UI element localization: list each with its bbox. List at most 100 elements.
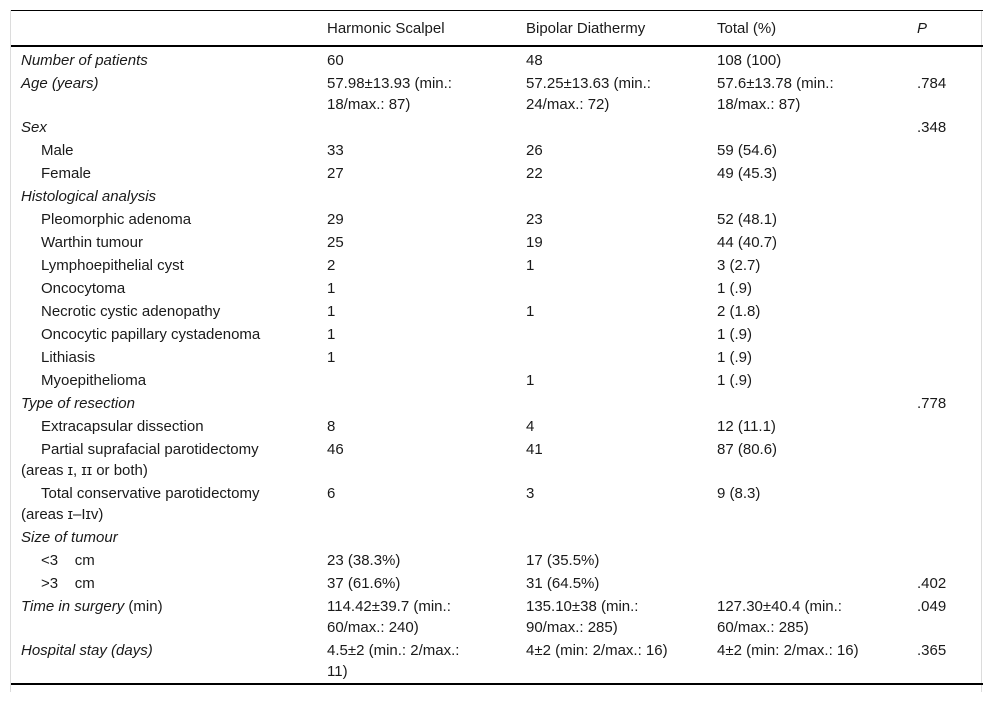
row-label: Pleomorphic adenoma [11,208,327,231]
col-header-bipolar-diathermy: Bipolar Diathermy [526,10,717,47]
table-container: Harmonic Scalpel Bipolar Diathermy Total… [10,10,983,692]
cell-bipolar [526,185,717,208]
cell-bipolar: 22 [526,165,543,182]
cell-total: 49 (45.3) [717,165,778,182]
cell-p-value [917,139,983,162]
row-label-text: >3 cm [41,575,95,592]
row-label-text: Type of resection [21,395,135,412]
col-header-total: Total (%) [717,10,917,47]
row-size-of-tumour: Size of tumour [11,526,983,549]
row-partial-suprafacial-parotidectomy: Partial suprafacial parotidectomy (areas… [11,438,983,482]
row-under-3cm: <3 cm 23 (38.3%) 17 (35.5%) [11,549,983,572]
cell-total: 1 (.9) [717,349,753,366]
row-oncocytic-papillary-cystadenoma: Oncocytic papillary cystadenoma 1 1 (.9) [11,323,983,346]
cell-bipolar [526,323,717,346]
cell-total: 57.6±13.78 (min.: 18/max.: 87) [717,75,834,113]
cell-bipolar: 1 [526,303,535,320]
row-oncocytoma: Oncocytoma 1 1 (.9) [11,277,983,300]
cell-total: 9 (8.3) [717,485,761,502]
row-time-in-surgery: Time in surgery (min) 114.42±39.7 (min.:… [11,595,983,639]
cell-bipolar: 26 [526,142,543,159]
row-label: Total conservative parotidectomy (areas … [11,482,327,526]
row-label-text: Size of tumour [21,529,118,546]
cell-total [717,392,917,415]
cell-total: 52 (48.1) [717,211,778,228]
cell-harmonic: 23 (38.3%) [327,552,401,569]
row-over-3cm: >3 cm 37 (61.6%) 31 (64.5%) .402 [11,572,983,595]
row-sex: Sex .348 [11,116,983,139]
row-hospital-stay: Hospital stay (days) 4.5±2 (min.: 2/max.… [11,639,983,684]
cell-bipolar [526,346,717,369]
cell-total: 1 (.9) [717,372,753,389]
row-myoepithelioma: Myoepithelioma 1 1 (.9) [11,369,983,392]
row-label: Hospital stay (days) [11,639,327,684]
cell-p-value [917,526,983,549]
row-age-years: Age (years) 57.98±13.93 (min.: 18/max.: … [11,72,983,116]
cell-p-value [917,438,983,482]
cell-total: 1 (.9) [717,280,753,297]
cell-total [717,549,917,572]
cell-bipolar: 23 [526,211,543,228]
row-label-text: Pleomorphic adenoma [41,211,192,228]
row-number-of-patients: Number of patients 60 48 108 (100) [11,46,983,72]
row-label: Necrotic cystic adenopathy [11,300,327,323]
row-label-text: Number of patients [21,52,148,69]
cell-bipolar [526,392,717,415]
cell-harmonic: 27 [327,165,344,182]
cell-harmonic: 1 [327,326,336,343]
row-label: Type of resection [11,392,327,415]
cell-p-value [917,208,983,231]
row-label: Myoepithelioma [11,369,327,392]
cell-total: 44 (40.7) [717,234,778,251]
row-male: Male 33 26 59 (54.6) [11,139,983,162]
cell-bipolar: 1 [526,372,535,389]
row-pleomorphic-adenoma: Pleomorphic adenoma 29 23 52 (48.1) [11,208,983,231]
row-label-text: <3 cm [41,552,95,569]
row-label: Number of patients [11,46,327,72]
cell-harmonic: 37 (61.6%) [327,575,401,592]
row-label: <3 cm [11,549,327,572]
cell-bipolar: 4±2 (min: 2/max.: 16) [526,642,668,659]
cell-total [717,526,917,549]
row-label-text: Male [41,142,74,159]
cell-total: 1 (.9) [717,326,753,343]
p-value-header-text: P [917,20,928,37]
cell-p-value: .049 [917,598,947,615]
cell-bipolar [526,526,717,549]
cell-total [717,572,917,595]
cell-harmonic [327,185,526,208]
cell-harmonic [327,116,526,139]
cell-p-value [917,415,983,438]
row-label-text: Partial suprafacial parotidectomy (areas… [21,441,259,479]
row-label: Age (years) [11,72,327,116]
cell-bipolar [526,277,717,300]
row-female: Female 27 22 49 (45.3) [11,162,983,185]
cell-total: 87 (80.6) [717,441,778,458]
cell-bipolar: 4 [526,418,535,435]
col-header-empty [11,10,327,47]
row-label: Oncocytoma [11,277,327,300]
cell-harmonic: 1 [327,303,336,320]
row-type-of-resection: Type of resection .778 [11,392,983,415]
cell-harmonic: 1 [327,349,336,366]
row-label-suffix: (min) [124,598,163,615]
cell-harmonic [327,526,526,549]
row-label-text: Lymphoepithelial cyst [41,257,184,274]
row-label: Partial suprafacial parotidectomy (areas… [11,438,327,482]
cell-harmonic: 46 [327,441,344,458]
cell-total: 127.30±40.4 (min.: 60/max.: 285) [717,598,842,636]
cell-bipolar: 17 (35.5%) [526,552,600,569]
row-warthin-tumour: Warthin tumour 25 19 44 (40.7) [11,231,983,254]
cell-total: 3 (2.7) [717,257,761,274]
cell-harmonic: 60 [327,52,344,69]
row-label-text: Lithiasis [41,349,96,366]
cell-p-value [917,185,983,208]
cell-p-value [917,323,983,346]
cell-p-value: .778 [917,395,947,412]
row-label: Sex [11,116,327,139]
cell-bipolar: 41 [526,441,543,458]
cell-harmonic: 57.98±13.93 (min.: 18/max.: 87) [327,75,452,113]
row-label: Extracapsular dissection [11,415,327,438]
cell-p-value [917,549,983,572]
